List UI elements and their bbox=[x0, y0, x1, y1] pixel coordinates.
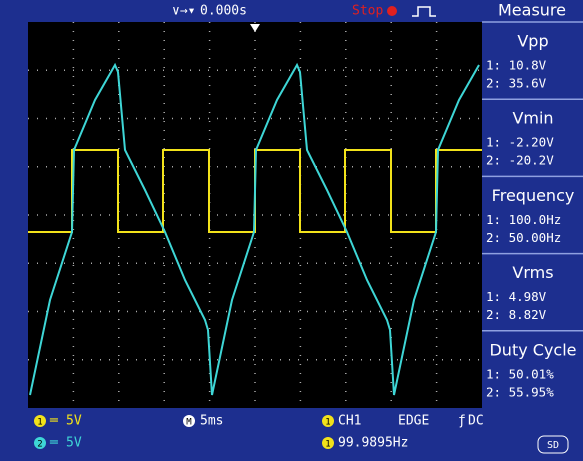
run-status[interactable]: Stop bbox=[352, 4, 383, 19]
trigger-badge: 1 bbox=[325, 418, 330, 428]
trigger-position: 0.000s bbox=[200, 4, 247, 19]
measure-ch2: 2: 55.95% bbox=[486, 384, 554, 399]
status-dot bbox=[387, 6, 397, 16]
trigger-type[interactable]: EDGE bbox=[398, 414, 429, 429]
trigger-coupling[interactable]: DC bbox=[468, 414, 484, 429]
timebase-badge: M bbox=[186, 418, 192, 428]
measure-ch2: 2: -20.2V bbox=[486, 153, 554, 168]
measure-ch1: 1: 4.98V bbox=[486, 289, 547, 304]
ch1-coupling: ═ bbox=[49, 414, 58, 429]
oscilloscope-screen: ∨→▾ 0.000s Stop Measure Vpp 1: 10.8V 2: 35… bbox=[0, 0, 583, 461]
storage: SD bbox=[547, 440, 559, 451]
ch2-coupling: ═ bbox=[49, 436, 58, 451]
ch1-badge: 1 bbox=[37, 418, 42, 428]
measure-ch2: 2: 35.6V bbox=[486, 76, 547, 91]
measure-title[interactable]: Vrms bbox=[512, 263, 553, 282]
frequency-badge: 1 bbox=[325, 440, 330, 450]
ch2-badge: 2 bbox=[37, 440, 42, 450]
measure-title[interactable]: Frequency bbox=[492, 186, 575, 205]
trigger-arrows: ∨→▾ bbox=[172, 4, 195, 19]
measure-title[interactable]: Vpp bbox=[517, 32, 548, 51]
measure-ch1: 1: 50.01% bbox=[486, 366, 554, 381]
trigger-frequency: 99.9895Hz bbox=[338, 436, 408, 451]
menu-title[interactable]: Measure bbox=[498, 1, 566, 20]
measure-ch2: 2: 50.00Hz bbox=[486, 230, 561, 245]
ch1-scale[interactable]: 5V bbox=[66, 414, 82, 429]
measure-title[interactable]: Vmin bbox=[512, 109, 553, 128]
coupling-icon: ƒ bbox=[458, 414, 466, 429]
measure-ch1: 1: 10.8V bbox=[486, 58, 547, 73]
timebase[interactable]: 5ms bbox=[200, 414, 223, 429]
ch2-scale[interactable]: 5V bbox=[66, 436, 82, 451]
measure-ch1: 1: 100.0Hz bbox=[486, 212, 561, 227]
measure-title[interactable]: Duty Cycle bbox=[489, 340, 576, 359]
measure-ch2: 2: 8.82V bbox=[486, 307, 547, 322]
measure-ch1: 1: -2.20V bbox=[486, 135, 554, 150]
trigger-source[interactable]: CH1 bbox=[338, 414, 361, 429]
